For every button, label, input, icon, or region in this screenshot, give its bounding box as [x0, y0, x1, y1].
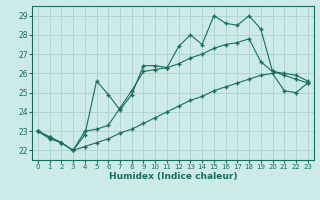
X-axis label: Humidex (Indice chaleur): Humidex (Indice chaleur)	[108, 172, 237, 181]
